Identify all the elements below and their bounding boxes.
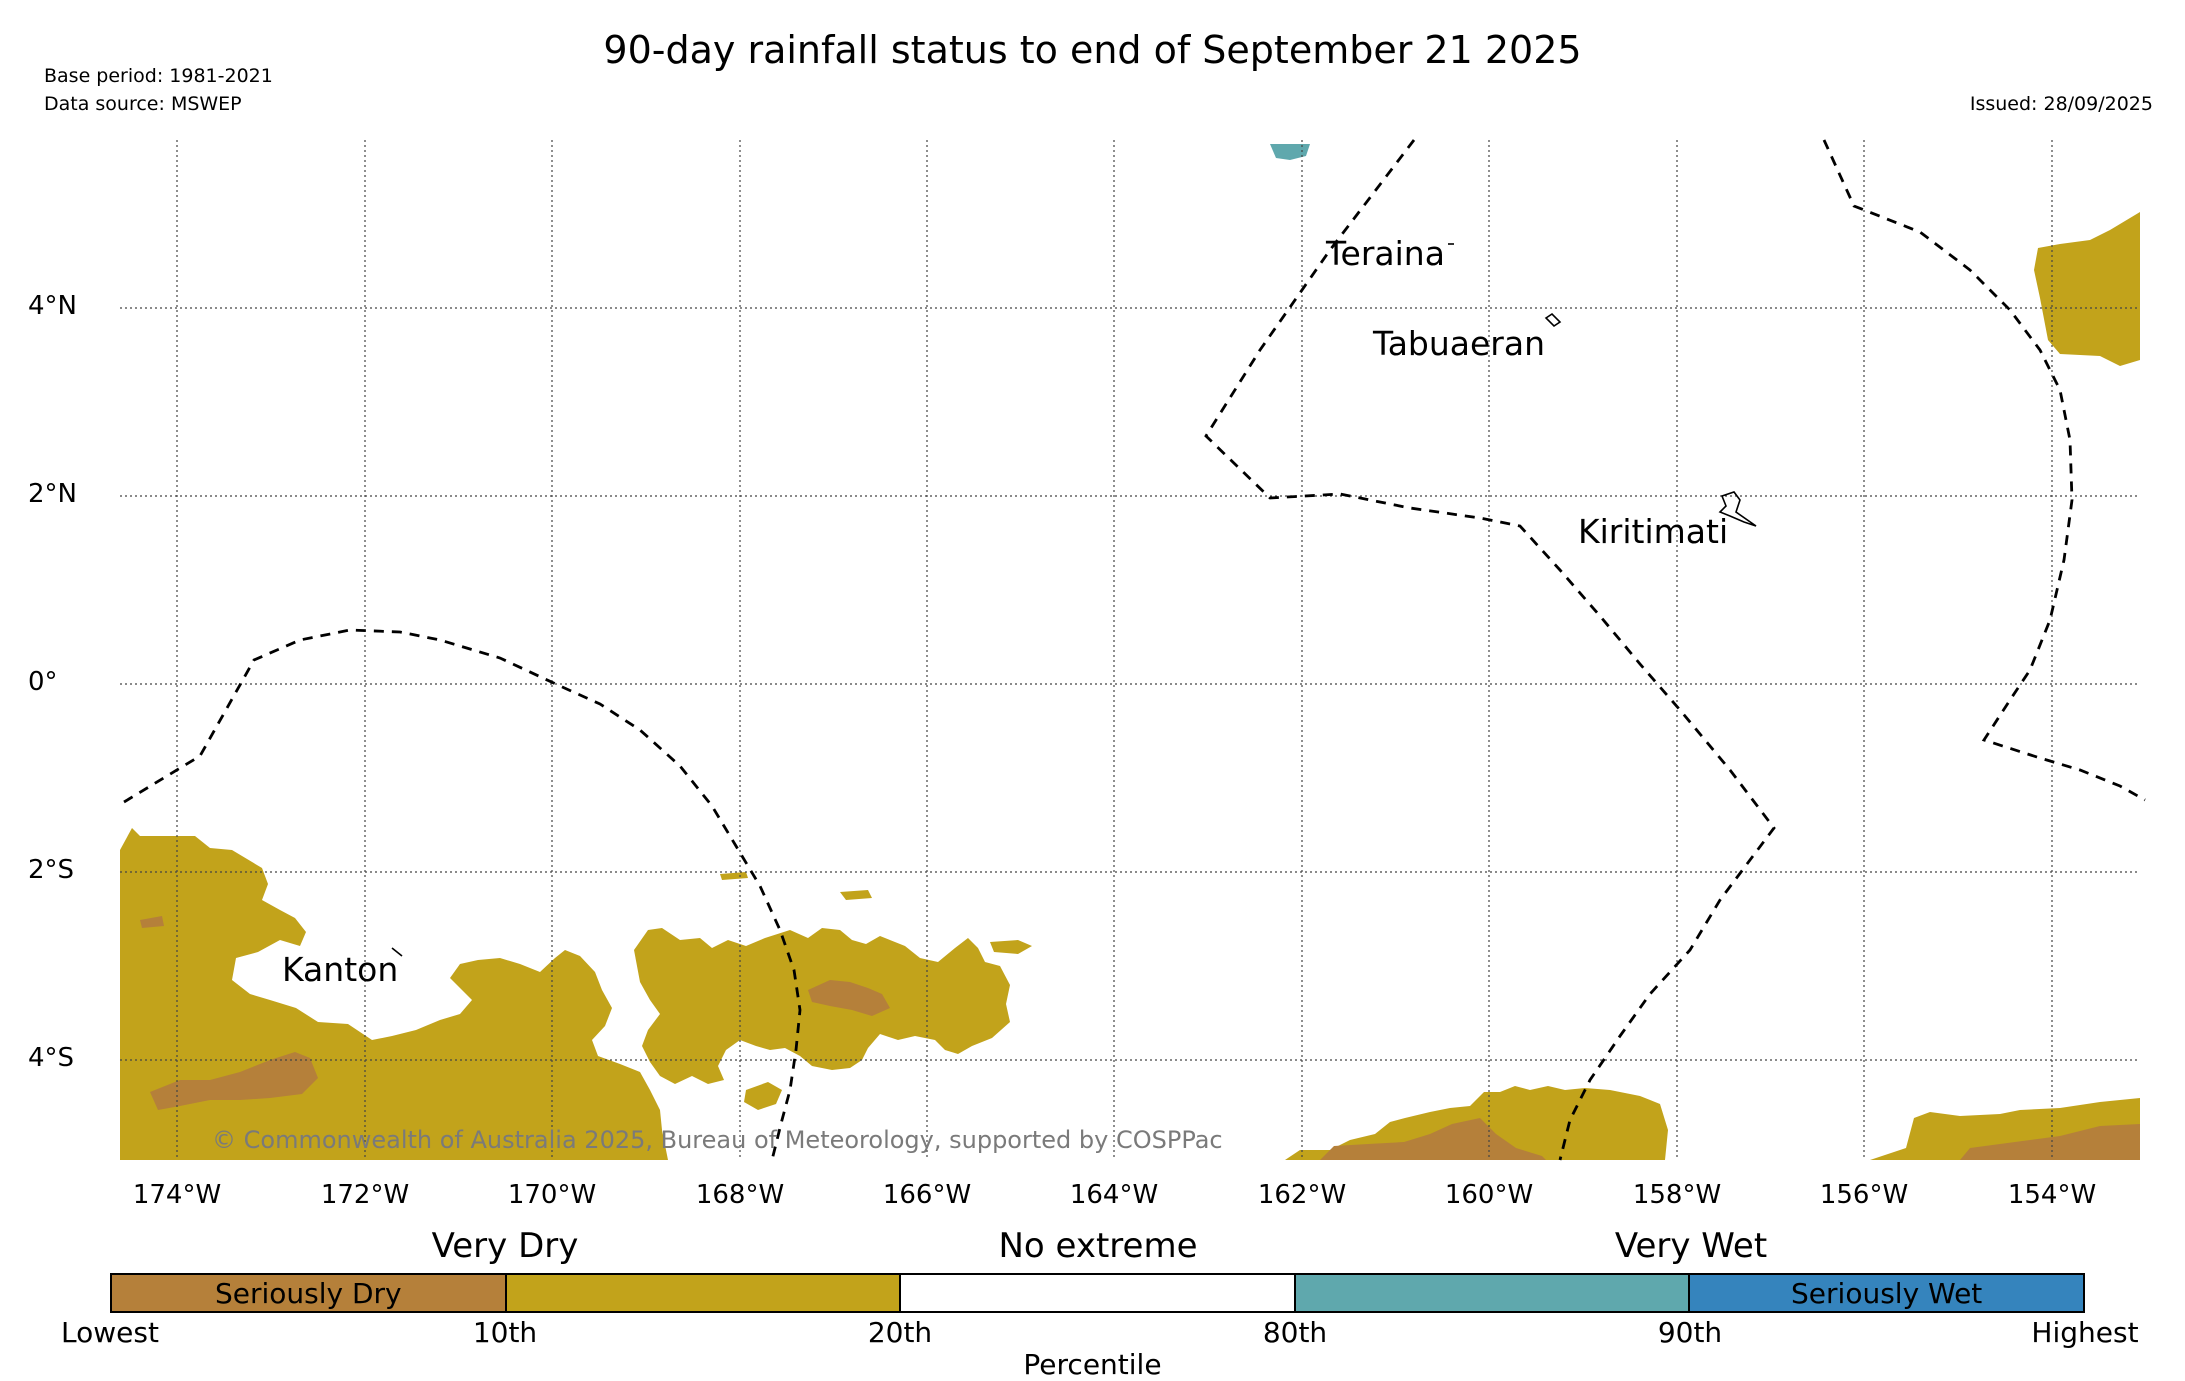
map-title: 90-day rainfall status to end of Septemb… bbox=[603, 28, 1582, 72]
percentile-tick-highest: Highest bbox=[2031, 1316, 2139, 1349]
legend-colorbar: Seriously Dry Seriously Wet bbox=[110, 1273, 2085, 1313]
sdry-patch-central bbox=[808, 980, 890, 1016]
lon-tick-174w: 174°W bbox=[132, 1180, 222, 1210]
dry-patch-kanton-west bbox=[120, 828, 668, 1160]
copyright-notice: © Commonwealth of Australia 2025, Bureau… bbox=[212, 1126, 1223, 1154]
place-label-kiritimati: Kiritimati bbox=[1578, 512, 1729, 551]
legend-category-very-dry: Very Dry bbox=[431, 1226, 579, 1266]
percentile-tick-lowest: Lowest bbox=[61, 1316, 159, 1349]
legend-segment-seriously-dry: Seriously Dry bbox=[112, 1275, 507, 1311]
eez-east bbox=[1822, 139, 2146, 802]
legend-category-no-extreme: No extreme bbox=[998, 1226, 1198, 1266]
sdry-patch-south-central bbox=[1320, 1118, 1546, 1160]
legend-segment-no-extreme bbox=[901, 1275, 1296, 1311]
data-source: Data source: MSWEP bbox=[44, 93, 242, 115]
tabuaeran-outline-icon bbox=[1544, 312, 1562, 328]
lon-tick-164w: 164°W bbox=[1069, 1180, 1159, 1210]
kanton-outline-icon bbox=[391, 947, 403, 957]
base-period: Base period: 1981-2021 bbox=[44, 65, 273, 87]
kiritimati-outline-icon bbox=[1718, 491, 1757, 527]
issued-date: Issued: 28/09/2025 bbox=[1969, 93, 2153, 115]
percentile-tick-10th: 10th bbox=[472, 1316, 538, 1349]
lat-tick-eq: 0° bbox=[28, 667, 58, 697]
dry-patch-small-4 bbox=[720, 872, 748, 880]
seriously-dry-patches bbox=[140, 916, 2140, 1160]
percentile-tick-80th: 80th bbox=[1262, 1316, 1328, 1349]
lon-tick-166w: 166°W bbox=[882, 1180, 972, 1210]
graticule bbox=[120, 140, 2140, 1160]
lon-tick-158w: 158°W bbox=[1632, 1180, 1722, 1210]
percentile-tick-90th: 90th bbox=[1657, 1316, 1723, 1349]
lon-tick-156w: 156°W bbox=[1819, 1180, 1909, 1210]
place-label-teraina: Teraina bbox=[1326, 234, 1445, 273]
very-dry-patches bbox=[120, 212, 2140, 1160]
sdry-patch-kanton-south bbox=[150, 1052, 318, 1110]
wet-patch-north bbox=[1270, 144, 1310, 160]
eez-line-islands bbox=[1204, 139, 1776, 1161]
lon-tick-162w: 162°W bbox=[1257, 1180, 1347, 1210]
dry-patch-small-2 bbox=[744, 1082, 782, 1110]
dry-patch-central bbox=[634, 928, 1010, 1084]
legend-segment-very-wet bbox=[1295, 1275, 1691, 1311]
lat-tick-2n: 2°N bbox=[28, 479, 77, 509]
lon-tick-170w: 170°W bbox=[507, 1180, 597, 1210]
eez-phoenix bbox=[123, 628, 802, 1161]
legend-segment-very-dry bbox=[506, 1275, 902, 1311]
lat-tick-2s: 2°S bbox=[28, 855, 75, 885]
sdry-patch-kanton-west bbox=[140, 916, 164, 928]
legend-category-very-wet: Very Wet bbox=[1614, 1226, 1768, 1266]
lat-tick-4s: 4°S bbox=[28, 1043, 75, 1073]
lon-tick-160w: 160°W bbox=[1444, 1180, 1534, 1210]
meta-left: Base period: 1981-2021 Data source: MSWE… bbox=[44, 62, 273, 118]
place-label-tabuaeran: Tabuaeran bbox=[1373, 324, 1546, 363]
legend-segment-seriously-wet: Seriously Wet bbox=[1690, 1275, 2083, 1311]
percentile-tick-20th: 20th bbox=[867, 1316, 933, 1349]
lon-tick-172w: 172°W bbox=[320, 1180, 410, 1210]
very-wet-patches bbox=[1270, 144, 1310, 160]
lat-tick-4n: 4°N bbox=[28, 291, 77, 321]
place-label-kanton: Kanton bbox=[282, 950, 399, 989]
dry-patch-small-1 bbox=[990, 940, 1032, 954]
island-outlines bbox=[391, 243, 1757, 957]
percentile-axis-label: Percentile bbox=[1023, 1348, 1162, 1381]
dry-patch-small-3 bbox=[840, 890, 872, 900]
eez-boundaries bbox=[123, 139, 2146, 1161]
dry-patch-east bbox=[2034, 212, 2140, 366]
lon-tick-154w: 154°W bbox=[2007, 1180, 2097, 1210]
lon-tick-168w: 168°W bbox=[695, 1180, 785, 1210]
sdry-patch-southeast bbox=[1960, 1124, 2140, 1160]
